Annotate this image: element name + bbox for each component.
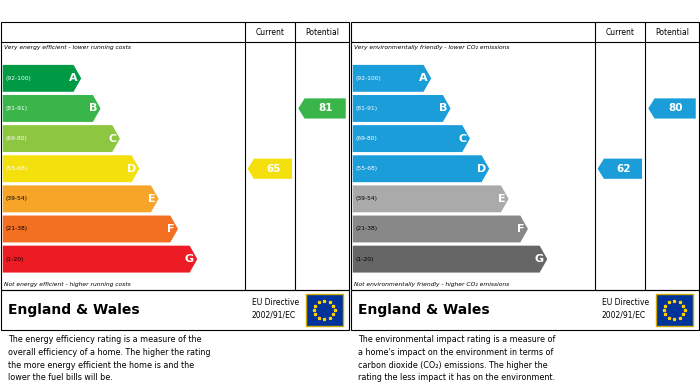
Text: (39-54): (39-54) (355, 196, 377, 201)
Polygon shape (353, 155, 489, 182)
Text: (69-80): (69-80) (5, 136, 27, 141)
Text: (1-20): (1-20) (355, 256, 374, 262)
Polygon shape (3, 215, 178, 242)
Text: England & Wales: England & Wales (8, 303, 139, 317)
Text: 62: 62 (616, 164, 631, 174)
Text: EU Directive
2002/91/EC: EU Directive 2002/91/EC (601, 298, 649, 320)
Text: England & Wales: England & Wales (358, 303, 489, 317)
Text: A: A (69, 74, 78, 83)
Text: (55-68): (55-68) (355, 166, 377, 171)
Text: (21-38): (21-38) (5, 226, 27, 231)
Text: F: F (517, 224, 524, 234)
Text: Environmental Impact (CO₂) Rating: Environmental Impact (CO₂) Rating (356, 5, 602, 18)
Polygon shape (3, 185, 159, 212)
Text: D: D (127, 164, 136, 174)
Polygon shape (3, 246, 197, 273)
Text: G: G (185, 254, 194, 264)
Text: B: B (439, 104, 447, 113)
Text: 80: 80 (668, 104, 682, 113)
Text: (92-100): (92-100) (5, 76, 31, 81)
Text: The environmental impact rating is a measure of
a home's impact on the environme: The environmental impact rating is a mea… (358, 335, 555, 382)
Text: Potential: Potential (655, 27, 689, 36)
Text: The energy efficiency rating is a measure of the
overall efficiency of a home. T: The energy efficiency rating is a measur… (8, 335, 211, 382)
Text: (69-80): (69-80) (355, 136, 377, 141)
Text: Very environmentally friendly - lower CO₂ emissions: Very environmentally friendly - lower CO… (354, 45, 510, 50)
Text: C: C (108, 134, 116, 143)
Polygon shape (598, 159, 642, 179)
Text: A: A (419, 74, 428, 83)
Text: D: D (477, 164, 486, 174)
Polygon shape (298, 99, 346, 118)
Text: (92-100): (92-100) (355, 76, 381, 81)
Polygon shape (648, 99, 696, 118)
Text: C: C (458, 134, 466, 143)
Polygon shape (3, 125, 120, 152)
Text: B: B (89, 104, 97, 113)
Text: (1-20): (1-20) (5, 256, 24, 262)
Polygon shape (3, 155, 139, 182)
Polygon shape (353, 125, 470, 152)
Text: 81: 81 (318, 104, 332, 113)
Polygon shape (3, 65, 81, 92)
Text: F: F (167, 224, 174, 234)
Text: Current: Current (606, 27, 634, 36)
Text: (55-68): (55-68) (5, 166, 27, 171)
Bar (655, 294, 693, 326)
Text: EU Directive
2002/91/EC: EU Directive 2002/91/EC (251, 298, 299, 320)
Text: Potential: Potential (305, 27, 339, 36)
Text: E: E (148, 194, 155, 204)
Polygon shape (353, 65, 431, 92)
Text: Current: Current (256, 27, 284, 36)
Polygon shape (353, 246, 547, 273)
Text: Not energy efficient - higher running costs: Not energy efficient - higher running co… (4, 282, 131, 287)
Text: (81-91): (81-91) (5, 106, 27, 111)
Text: Energy Efficiency Rating: Energy Efficiency Rating (6, 5, 178, 18)
Polygon shape (248, 159, 292, 179)
Text: G: G (535, 254, 544, 264)
Text: (21-38): (21-38) (355, 226, 377, 231)
Text: 65: 65 (266, 164, 281, 174)
Text: (81-91): (81-91) (355, 106, 377, 111)
Text: Not environmentally friendly - higher CO₂ emissions: Not environmentally friendly - higher CO… (354, 282, 510, 287)
Text: (39-54): (39-54) (5, 196, 27, 201)
Polygon shape (353, 215, 528, 242)
Text: E: E (498, 194, 505, 204)
Bar (305, 294, 343, 326)
Polygon shape (353, 185, 509, 212)
Polygon shape (3, 95, 101, 122)
Text: Very energy efficient - lower running costs: Very energy efficient - lower running co… (4, 45, 132, 50)
Polygon shape (353, 95, 451, 122)
